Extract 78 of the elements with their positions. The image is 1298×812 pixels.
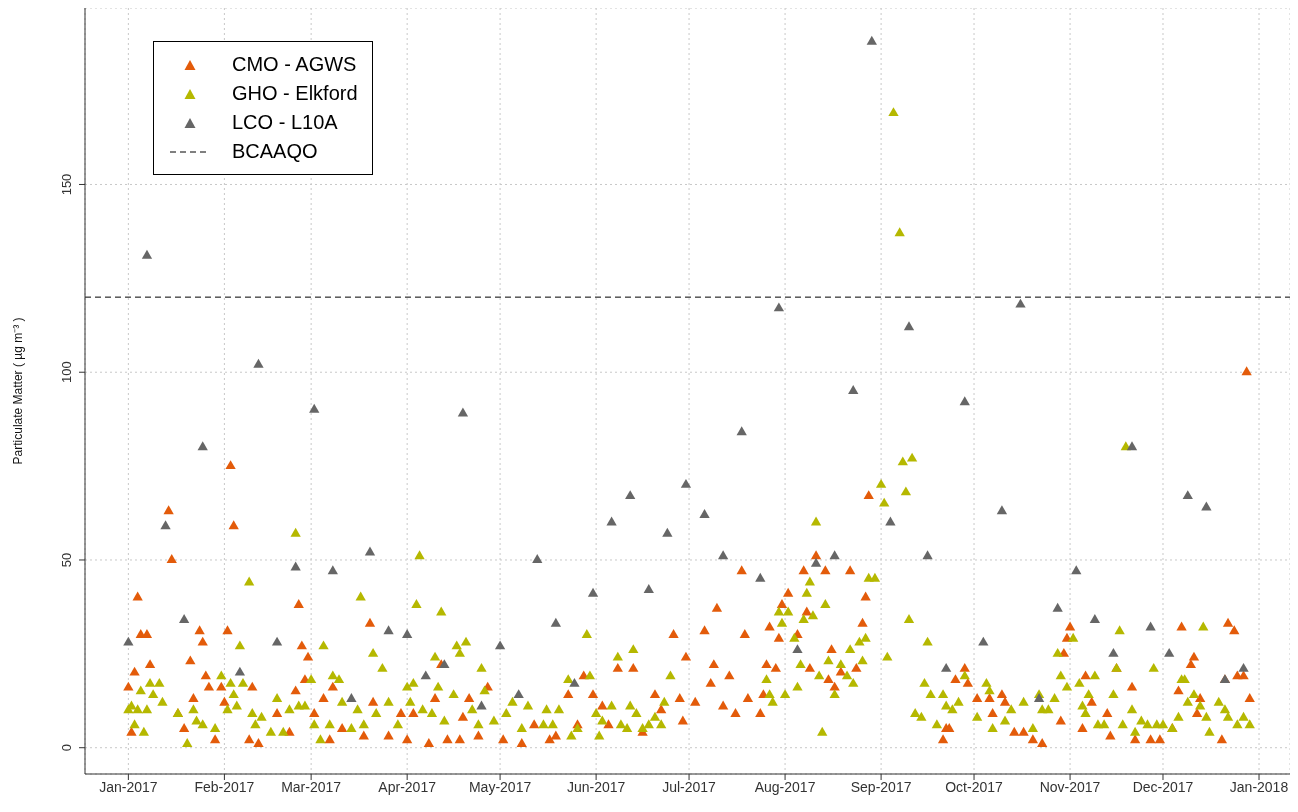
point — [1145, 621, 1156, 631]
point — [792, 644, 803, 654]
point — [253, 358, 264, 368]
point — [532, 554, 543, 563]
point — [346, 692, 357, 702]
point — [550, 617, 561, 627]
point — [717, 550, 729, 560]
point — [996, 505, 1008, 515]
y-tick-label: 0 — [59, 744, 74, 752]
point — [829, 550, 840, 560]
point — [160, 520, 171, 530]
point — [309, 403, 320, 413]
point — [1071, 565, 1082, 575]
point — [1108, 647, 1119, 657]
legend-label: GHO - Elkford — [232, 81, 358, 106]
point — [1089, 614, 1100, 624]
legend-label: LCO - L10A — [232, 110, 338, 135]
point — [234, 666, 246, 676]
legend-label: CMO - AGWS — [232, 52, 357, 77]
point — [773, 302, 785, 312]
point — [755, 572, 766, 582]
point — [123, 636, 134, 646]
point — [197, 441, 208, 451]
point — [699, 508, 710, 518]
point — [922, 550, 933, 560]
point — [885, 516, 896, 526]
point — [402, 629, 413, 639]
point — [1164, 647, 1175, 657]
point — [271, 636, 283, 646]
y-tick-label: 100 — [59, 361, 74, 384]
point — [178, 614, 190, 624]
point — [903, 321, 915, 331]
point — [1126, 441, 1138, 451]
point — [941, 662, 952, 672]
point — [959, 396, 970, 406]
point — [383, 625, 394, 635]
point — [625, 490, 636, 500]
x-tick-label: Nov-2017 — [1039, 778, 1101, 795]
point — [420, 670, 431, 680]
point — [978, 636, 989, 646]
x-tick-label: Jul-2017 — [662, 778, 717, 795]
legend-label: BCAAQO — [232, 139, 318, 164]
y-axis-title: Particulate Matter ( µg m⁻³ ) — [11, 317, 26, 465]
point — [1052, 602, 1063, 612]
point — [141, 249, 153, 259]
y-tick-label: 50 — [59, 552, 74, 568]
point — [866, 35, 877, 45]
point — [848, 385, 859, 394]
y-tick-label: 150 — [59, 173, 74, 196]
x-tick-label: Dec-2017 — [1132, 778, 1194, 795]
point — [810, 557, 822, 567]
x-tick-label: Jan-2017 — [99, 778, 158, 795]
x-tick-label: May-2017 — [468, 778, 532, 795]
point — [290, 561, 301, 571]
point — [643, 584, 654, 593]
x-tick-label: Mar-2017 — [281, 778, 342, 795]
point — [680, 478, 692, 488]
point — [513, 689, 524, 699]
x-tick-label: Aug-2017 — [754, 778, 816, 795]
point — [587, 587, 599, 597]
x-tick-label: Jun-2017 — [566, 778, 626, 795]
point — [494, 640, 506, 650]
point — [476, 700, 487, 710]
x-tick-label: Feb-2017 — [194, 778, 255, 795]
point — [457, 407, 469, 417]
point — [736, 426, 747, 436]
point — [364, 546, 376, 556]
point — [1238, 662, 1249, 672]
x-tick-label: Apr-2017 — [378, 778, 437, 795]
point — [1182, 490, 1193, 500]
x-tick-label: Oct-2017 — [945, 778, 1004, 795]
point — [1201, 501, 1212, 511]
point — [327, 565, 338, 575]
x-tick-label: Jan-2018 — [1229, 778, 1289, 795]
x-tick-label: Sep-2017 — [850, 778, 912, 795]
point — [1015, 298, 1026, 308]
point — [569, 677, 580, 687]
point — [662, 527, 673, 537]
